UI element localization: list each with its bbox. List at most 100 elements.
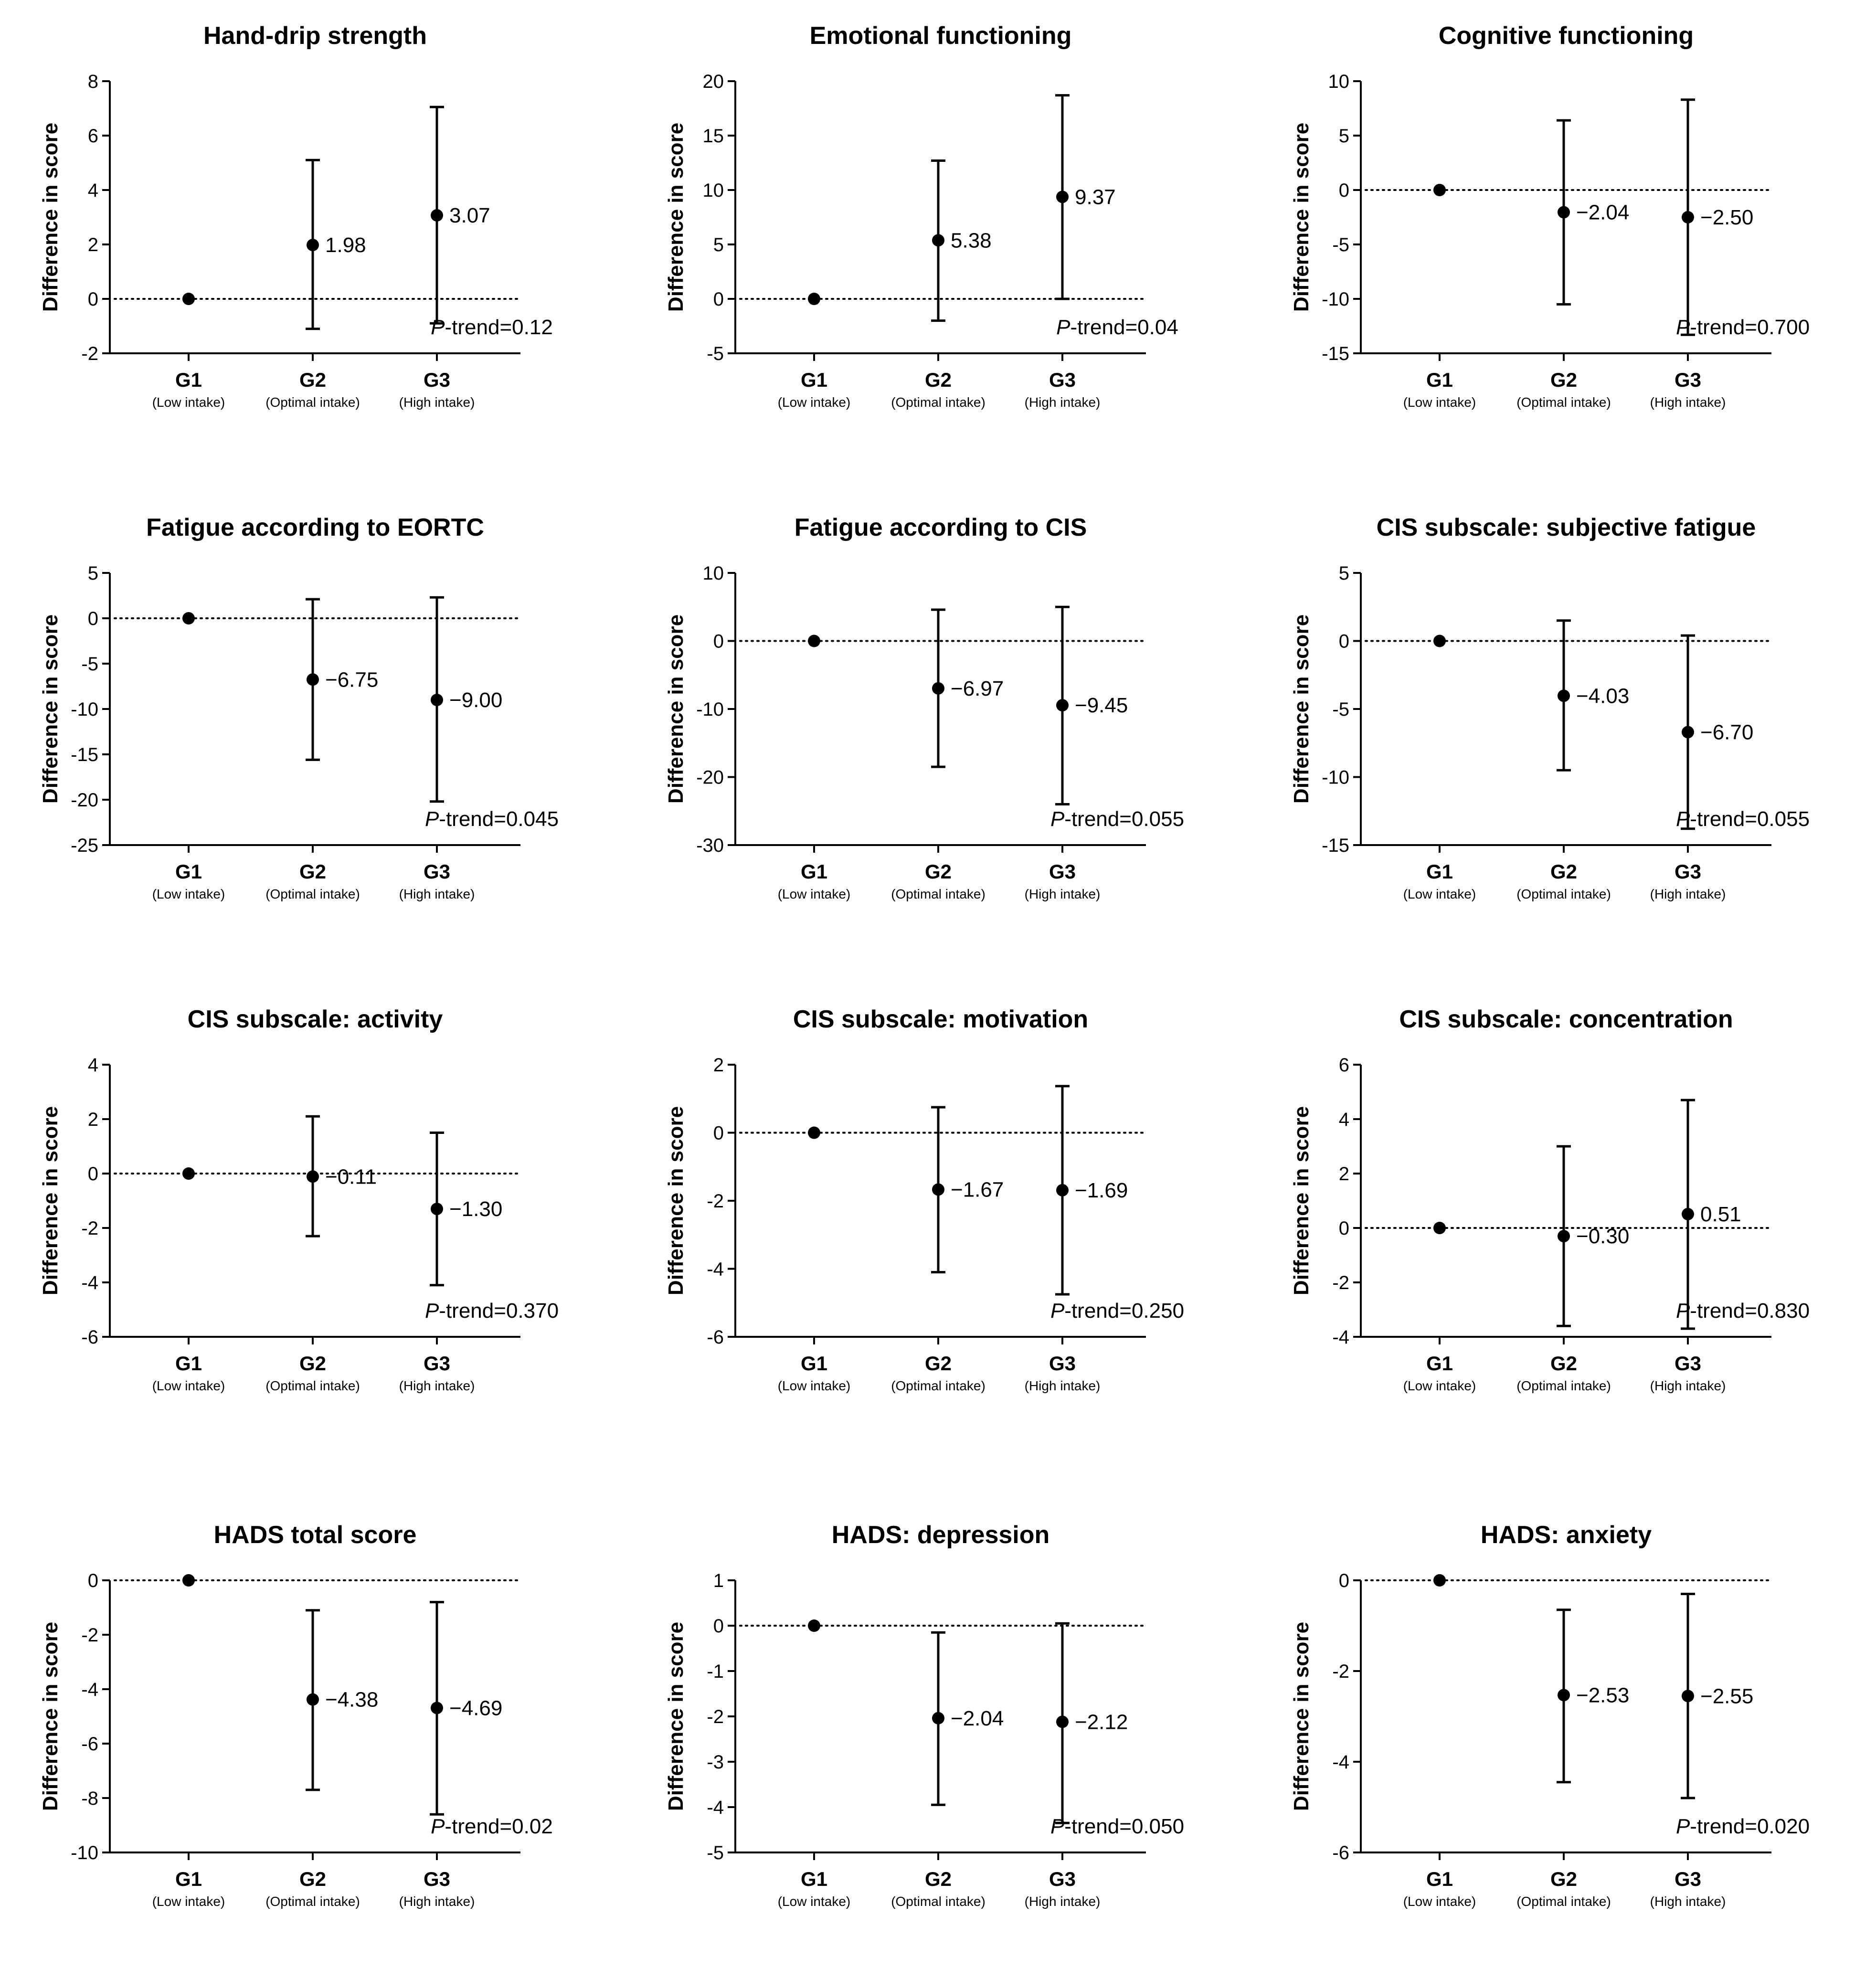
chart-panel: CIS subscale: activity Difference in scor… — [0, 984, 625, 1413]
p-trend-annotation: P-trend=0.830 — [1676, 1299, 1810, 1323]
chart-svg: HADS: depression Difference in score -5 -4 -… — [664, 1521, 1184, 1909]
x-group-label: G2 — [1550, 1352, 1577, 1375]
x-group-label: G1 — [175, 1868, 202, 1890]
y-tick-label: 1 — [713, 1570, 724, 1591]
x-group-label: G1 — [801, 860, 827, 883]
y-axis-label: Difference in score — [664, 1106, 688, 1295]
x-group-label: G2 — [299, 1352, 326, 1375]
x-group-sublabel: (Low intake) — [152, 1378, 225, 1393]
p-trend-suffix: -trend= — [1064, 1299, 1132, 1323]
chart-title: Hand-drip strength — [203, 22, 427, 50]
y-axis-label: Difference in score — [1290, 123, 1313, 312]
x-group-label: G1 — [1426, 860, 1453, 883]
p-trend-prefix: P — [425, 807, 439, 831]
y-tick-label: -5 — [1332, 234, 1349, 255]
data-point — [431, 209, 443, 222]
chart-svg: CIS subscale: motivation Difference in sc… — [664, 1005, 1184, 1393]
y-tick-label: 0 — [88, 1164, 98, 1185]
chart-svg: Emotional functioning Difference in score… — [664, 22, 1178, 410]
data-point — [1056, 699, 1069, 712]
y-tick-label: -30 — [696, 835, 724, 856]
y-tick-label: -6 — [81, 1327, 98, 1348]
y-tick-label: 0 — [1339, 1218, 1349, 1239]
data-point — [307, 239, 319, 252]
y-tick-label: 0 — [88, 289, 98, 310]
x-group-sublabel: (High intake) — [1650, 1378, 1726, 1393]
data-label: −2.04 — [951, 1707, 1004, 1730]
p-trend-prefix: P — [1676, 807, 1690, 831]
y-axis-label: Difference in score — [39, 123, 62, 312]
x-group-label: G3 — [1675, 860, 1701, 883]
data-point — [1056, 1715, 1069, 1728]
data-point — [1433, 1222, 1446, 1234]
data-label: −6.75 — [325, 668, 378, 691]
y-axis-label: Difference in score — [664, 123, 688, 312]
chart-title: CIS subscale: concentration — [1399, 1005, 1733, 1033]
p-trend-suffix: -trend= — [1064, 1815, 1132, 1838]
data-point — [431, 694, 443, 706]
chart-panel: Emotional functioning Difference in score… — [625, 0, 1251, 430]
y-tick-label: -2 — [81, 343, 98, 364]
y-tick-label: -2 — [81, 1625, 98, 1646]
data-point — [182, 612, 195, 624]
p-trend-annotation: P-trend=0.050 — [1050, 1815, 1184, 1838]
y-tick-label: 0 — [1339, 1570, 1349, 1591]
x-group-label: G3 — [1049, 860, 1076, 883]
data-label: −4.03 — [1576, 684, 1629, 708]
p-trend-annotation: P-trend=0.700 — [1676, 316, 1810, 339]
x-group-label: G2 — [1550, 1868, 1577, 1890]
y-tick-label: -5 — [1332, 699, 1349, 720]
y-tick-label: -4 — [81, 1679, 98, 1700]
p-trend-annotation: P-trend=0.02 — [431, 1815, 553, 1838]
y-tick-label: 0 — [713, 289, 724, 310]
y-tick-label: -10 — [71, 1842, 98, 1863]
y-tick-label: -4 — [81, 1272, 98, 1293]
data-label: 9.37 — [1075, 185, 1116, 209]
y-tick-label: 2 — [1339, 1164, 1349, 1185]
p-trend-value: 0.250 — [1132, 1299, 1184, 1323]
data-point — [932, 682, 944, 695]
chart-title: CIS subscale: subjective fatigue — [1377, 514, 1756, 541]
x-group-sublabel: (Optimal intake) — [265, 1894, 360, 1909]
chart-title: Emotional functioning — [810, 22, 1072, 50]
p-trend-prefix: P — [1056, 316, 1070, 339]
data-label: −6.70 — [1700, 720, 1753, 744]
x-group-label: G3 — [1049, 1352, 1076, 1375]
data-point — [431, 1702, 443, 1714]
x-group-label: G2 — [925, 1352, 952, 1375]
data-label: −0.11 — [325, 1165, 377, 1188]
p-trend-value: 0.02 — [512, 1815, 553, 1838]
p-trend-prefix: P — [431, 316, 445, 339]
x-group-label: G3 — [424, 1868, 450, 1890]
y-tick-label: -15 — [1322, 835, 1349, 856]
chart-panel: Cognitive functioning Difference in score… — [1251, 0, 1876, 430]
y-axis-label: Difference in score — [39, 1622, 62, 1811]
x-group-sublabel: (Optimal intake) — [891, 887, 986, 901]
chart-svg: CIS subscale: subjective fatigue Differen… — [1290, 514, 1810, 901]
data-label: −6.97 — [951, 677, 1004, 700]
y-tick-label: 10 — [1328, 71, 1350, 92]
y-axis-label: Difference in score — [664, 614, 688, 804]
p-trend-annotation: P-trend=0.055 — [1050, 807, 1184, 831]
x-group-label: G3 — [1049, 1868, 1076, 1890]
p-trend-prefix: P — [1676, 1815, 1690, 1838]
p-trend-value: 0.700 — [1757, 316, 1810, 339]
y-tick-label: 6 — [88, 126, 98, 147]
x-group-label: G2 — [925, 860, 952, 883]
data-point — [1682, 1207, 1694, 1220]
data-point — [932, 1183, 944, 1196]
x-group-label: G1 — [175, 369, 202, 391]
p-trend-suffix: -trend= — [439, 807, 506, 831]
y-tick-label: 4 — [88, 1055, 98, 1076]
x-group-sublabel: (Low intake) — [1403, 1378, 1476, 1393]
x-group-label: G2 — [299, 1868, 326, 1890]
x-group-sublabel: (Low intake) — [1403, 395, 1476, 410]
chart-title: Fatigue according to CIS — [795, 514, 1087, 541]
chart-panel: CIS subscale: concentration Difference in… — [1251, 984, 1876, 1413]
p-trend-annotation: P-trend=0.055 — [1676, 807, 1810, 831]
chart-svg: Fatigue according to CIS Difference in sc… — [664, 514, 1184, 901]
x-group-sublabel: (Optimal intake) — [1516, 1378, 1611, 1393]
p-trend-suffix: -trend= — [1690, 1299, 1757, 1323]
x-group-sublabel: (Optimal intake) — [891, 1894, 986, 1909]
x-group-sublabel: (Optimal intake) — [265, 1378, 360, 1393]
